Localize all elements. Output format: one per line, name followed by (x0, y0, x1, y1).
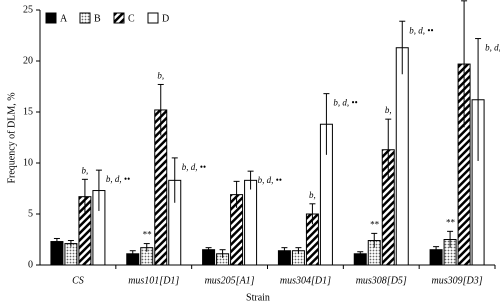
annotation: b, (82, 165, 89, 175)
x-tick-label: mus101[D1] (128, 275, 179, 286)
x-tick-label: mus304[D1] (280, 275, 331, 286)
bar (64, 243, 78, 266)
legend-swatch (45, 12, 57, 24)
annotation: ** (446, 217, 456, 227)
legend-swatch (147, 12, 159, 24)
legend-label: C (128, 13, 135, 24)
annotation: b, (309, 190, 316, 200)
annotation: b, d, •• (333, 98, 357, 108)
annotation: b, d, •• (106, 174, 130, 184)
annotation: b, d, •• (258, 175, 282, 185)
y-tick-label: 5 (28, 208, 33, 219)
legend-swatch (113, 12, 125, 24)
legend-label: D (162, 13, 169, 24)
y-tick-label: 20 (23, 55, 33, 66)
annotation: b, d, •• (485, 43, 500, 53)
y-tick-label: 0 (28, 259, 33, 270)
y-tick-label: 15 (23, 106, 33, 117)
legend-label: A (60, 13, 68, 24)
legend-label: B (94, 13, 101, 24)
annotation: b, (157, 71, 164, 81)
annotation: ** (142, 230, 152, 240)
bar (395, 47, 409, 266)
legend-swatch (79, 12, 91, 24)
x-axis-title: Strain (246, 292, 270, 303)
annotation: b, d, •• (409, 25, 433, 35)
y-axis-title: Frequency of DLM, % (6, 92, 17, 183)
annotation: b, (385, 105, 392, 115)
bar (50, 241, 64, 266)
annotation: b, d, •• (182, 162, 206, 172)
bar (244, 179, 258, 266)
x-tick-label: mus309[D3] (432, 275, 483, 286)
x-tick-label: mus308[D5] (356, 275, 407, 286)
bar (202, 249, 216, 266)
y-tick-label: 10 (23, 157, 33, 168)
x-tick-label: mus205[A1] (205, 275, 255, 286)
x-tick-label: CS (72, 275, 84, 286)
annotation: ** (370, 219, 380, 229)
y-tick-label: 25 (23, 4, 33, 15)
